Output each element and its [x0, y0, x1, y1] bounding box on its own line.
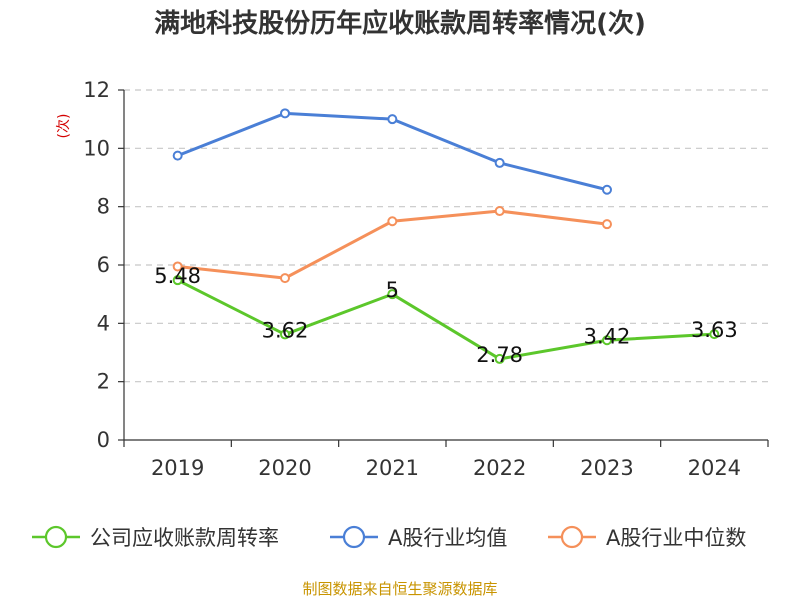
- x-tick-label: 2020: [258, 456, 311, 480]
- data-label: 3.62: [262, 318, 309, 342]
- data-point: [387, 289, 398, 300]
- data-point: [709, 329, 720, 340]
- chart-title: 满地科技股份历年应收账款周转率情况(次): [154, 8, 646, 39]
- data-point: [602, 184, 612, 195]
- y-tick-label: 0: [97, 428, 110, 452]
- x-tick-label: 2021: [366, 456, 419, 480]
- data-point: [494, 157, 505, 168]
- data-label: 3.42: [584, 324, 631, 348]
- series-line: [176, 278, 715, 361]
- data-point: [387, 216, 398, 227]
- legend-label: 公司应收账款周转率: [90, 526, 279, 550]
- data-label: 5: [386, 278, 399, 302]
- data-label: 5.48: [154, 264, 201, 288]
- y-axis-label: (次): [56, 114, 72, 139]
- data-point: [172, 150, 183, 161]
- series-line: [177, 111, 608, 192]
- axes: 0 2 4 6 8 10 12 2019 2020 2021 2022 2023 2024: [83, 78, 769, 480]
- legend-label: A股行业中位数: [606, 526, 746, 550]
- gridlines: [124, 89, 768, 383]
- data-point: [494, 206, 505, 217]
- legend: 公司应收账款周转率 A股行业均值 A股行业中位数: [32, 525, 746, 550]
- y-tick-label: 8: [97, 195, 110, 219]
- y-tick-label: 4: [97, 311, 110, 335]
- y-tick-label: 2: [97, 370, 110, 394]
- data-label: 3.63: [691, 318, 738, 342]
- data-point: [280, 329, 290, 340]
- data-point: [280, 108, 290, 119]
- series-layer: [172, 108, 720, 364]
- data-point: [172, 275, 183, 286]
- y-tick-label: 6: [97, 253, 110, 277]
- legend-marker: [342, 525, 366, 549]
- source-note: 制图数据来自恒生聚源数据库: [302, 580, 497, 598]
- legend-label: A股行业均值: [388, 526, 507, 550]
- data-point: [494, 353, 505, 364]
- data-point: [602, 335, 612, 346]
- x-tick-label: 2024: [688, 456, 741, 480]
- x-tick-label: 2022: [473, 456, 526, 480]
- y-tick-label: 12: [83, 78, 110, 102]
- x-tick-label: 2019: [151, 456, 204, 480]
- y-tick-label: 10: [83, 136, 110, 160]
- legend-marker: [560, 525, 584, 549]
- data-labels: 5.48 3.62 5 2.78 3.42 3.63: [154, 264, 737, 367]
- data-point: [280, 273, 290, 284]
- x-tick-label: 2023: [580, 456, 633, 480]
- data-point: [172, 261, 183, 272]
- legend-marker: [44, 525, 68, 549]
- data-point: [387, 114, 398, 125]
- data-point: [602, 219, 612, 230]
- data-label: 2.78: [476, 343, 523, 367]
